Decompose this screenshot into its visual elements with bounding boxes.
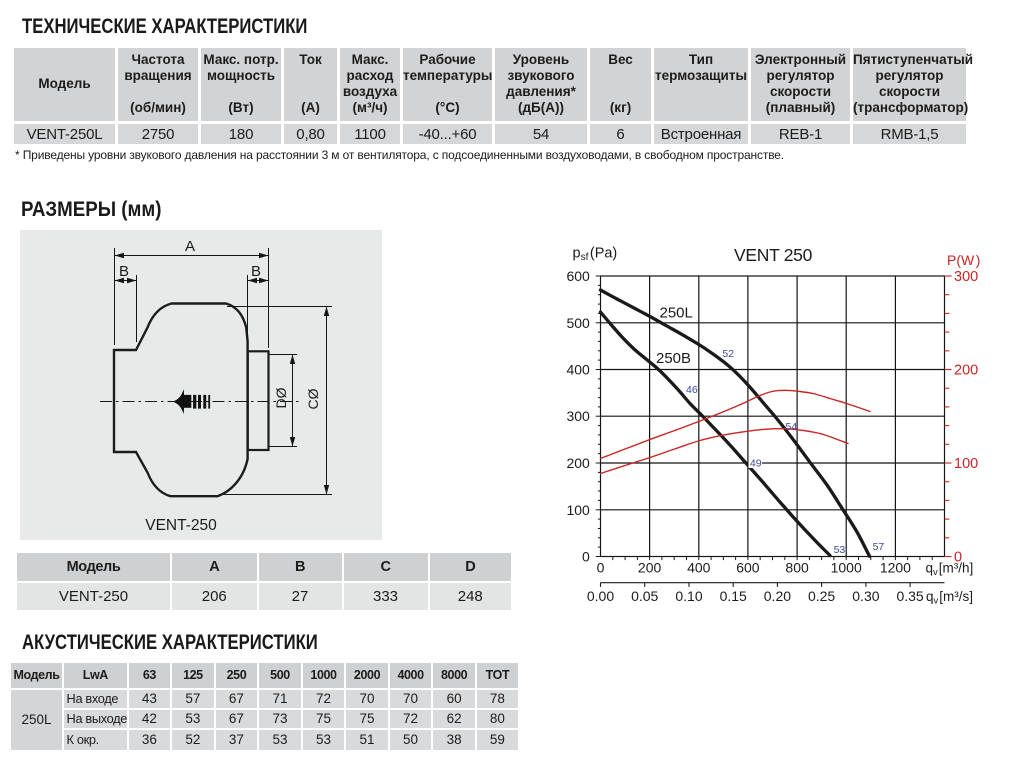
- svg-text:250L: 250L: [660, 305, 693, 322]
- svg-text:1200: 1200: [880, 559, 911, 575]
- svg-text:0.20: 0.20: [764, 588, 791, 604]
- svg-text:100: 100: [566, 502, 590, 518]
- svg-text:600: 600: [736, 559, 760, 575]
- svg-text:0.10: 0.10: [675, 588, 702, 604]
- svg-text:0.15: 0.15: [720, 588, 747, 604]
- svg-text:52: 52: [722, 348, 734, 360]
- svg-text:P(W): P(W): [947, 252, 980, 268]
- svg-text:57: 57: [873, 541, 885, 553]
- svg-text:300: 300: [954, 269, 978, 285]
- svg-text:0.30: 0.30: [852, 588, 879, 604]
- svg-text:600: 600: [566, 268, 590, 284]
- svg-text:CØ: CØ: [305, 388, 321, 409]
- svg-text:B: B: [119, 263, 129, 280]
- svg-text:0.05: 0.05: [631, 588, 658, 604]
- svg-text:0: 0: [954, 550, 962, 566]
- svg-text:46: 46: [686, 384, 698, 396]
- svg-text:0.25: 0.25: [808, 588, 835, 604]
- svg-text:B: B: [251, 263, 261, 280]
- svg-text:psf(Pa): psf (Pa): [573, 246, 618, 264]
- svg-text:800: 800: [785, 559, 809, 575]
- svg-text:49: 49: [750, 457, 762, 469]
- svg-text:0: 0: [582, 549, 590, 565]
- svg-text:200: 200: [566, 455, 590, 471]
- svg-text:A: A: [185, 238, 195, 255]
- svg-text:250B: 250B: [656, 350, 691, 367]
- svg-text:400: 400: [566, 362, 590, 378]
- svg-text:53: 53: [834, 544, 846, 556]
- svg-text:500: 500: [566, 315, 590, 331]
- svg-text:0: 0: [597, 559, 605, 575]
- svg-text:100: 100: [954, 456, 978, 472]
- svg-text:VENT 250: VENT 250: [734, 245, 813, 265]
- svg-text:0.00: 0.00: [587, 588, 614, 604]
- svg-text:200: 200: [638, 559, 662, 575]
- svg-text:0.35: 0.35: [896, 588, 923, 604]
- svg-text:VENT-250: VENT-250: [145, 517, 217, 534]
- svg-text:qv[m³/s]: qv[m³/s]: [926, 589, 973, 607]
- svg-text:200: 200: [954, 363, 978, 379]
- svg-text:1000: 1000: [831, 559, 862, 575]
- svg-text:54: 54: [786, 421, 798, 433]
- svg-text:DØ: DØ: [273, 387, 289, 408]
- svg-text:300: 300: [566, 408, 590, 424]
- svg-text:400: 400: [687, 559, 711, 575]
- svg-text:qv[m³/h]: qv[m³/h]: [926, 560, 974, 578]
